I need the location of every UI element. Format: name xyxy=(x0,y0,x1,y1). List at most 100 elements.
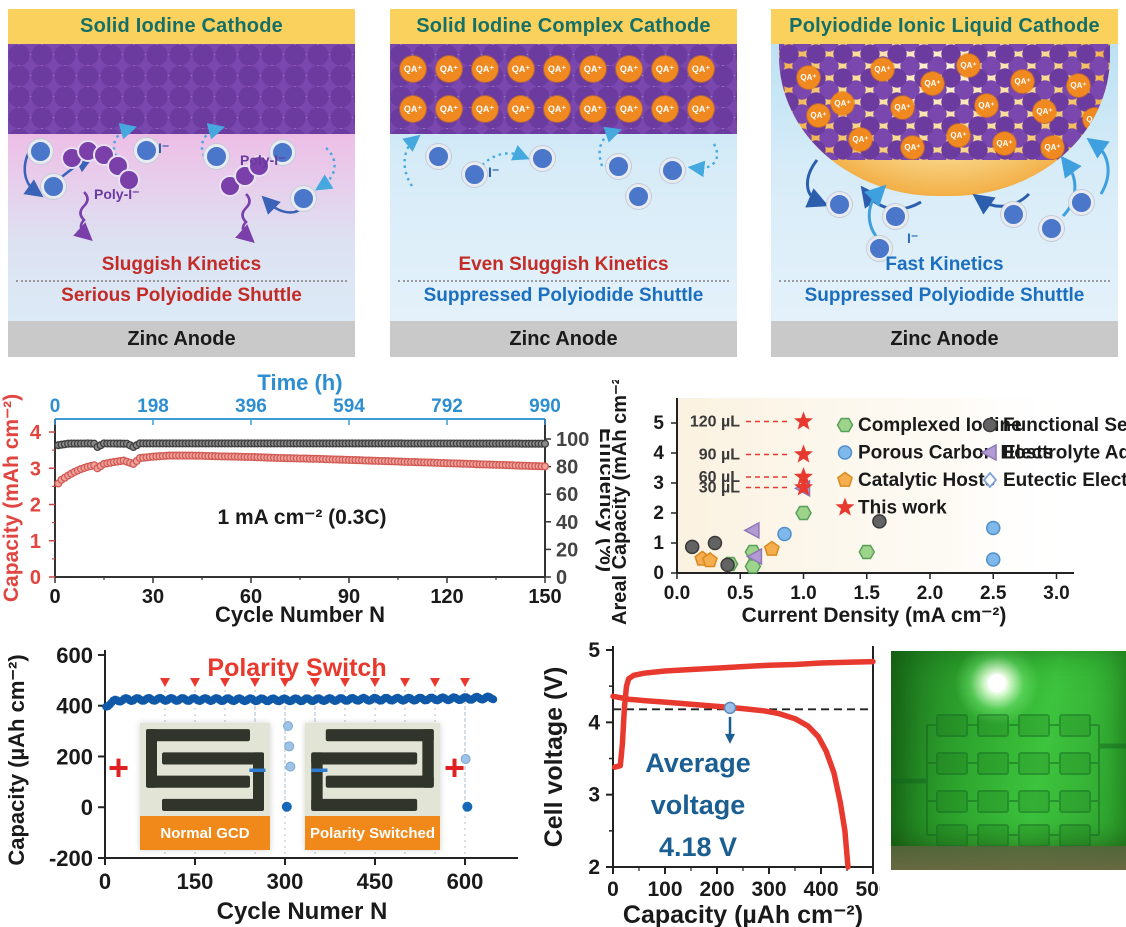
zinc-anode-band: Zinc Anode xyxy=(8,321,355,357)
iodide-ion xyxy=(626,184,651,209)
arrows-overlay xyxy=(805,137,1110,241)
panel-title-text: Solid Iodine Complex Cathode xyxy=(416,15,711,37)
svg-text:4: 4 xyxy=(588,711,600,734)
areal-capacity-comparison-chart: 0.0 0.5 1.0 1.5 2.0 2.5 3.0 0 1 2 3 4 5 Current Densi… xyxy=(612,380,1126,628)
svg-text:Capacity (µAh cm⁻²): Capacity (µAh cm⁻²) xyxy=(4,654,29,865)
photo-bottom-strip xyxy=(891,846,1126,870)
iodide-ion xyxy=(660,158,685,183)
iodide-ion xyxy=(426,144,451,169)
qa-ion: QA⁺ xyxy=(831,92,854,115)
iodide-ion xyxy=(28,139,53,164)
iodide-ion xyxy=(204,144,229,169)
qa-ion: QA⁺ xyxy=(652,56,678,82)
panel-polyiodide-ionic-liquid-cathode: Polyiodide Ionic Liquid Cathode QA⁺ QA⁺ QA… xyxy=(771,9,1118,357)
panel-title: Polyiodide Ionic Liquid Cathode xyxy=(771,9,1118,44)
qa-ion: QA⁺ xyxy=(947,124,970,147)
curve-discharge xyxy=(610,693,851,870)
svg-text:Complexed Iodine: Complexed Iodine xyxy=(858,415,1022,436)
qa-ion: QA⁺ xyxy=(472,96,498,122)
iodide-ion xyxy=(827,192,852,217)
svg-text:150: 150 xyxy=(528,586,561,608)
polarity-minus-sign: − xyxy=(310,752,329,788)
divider xyxy=(398,280,729,282)
svg-text:Time (h): Time (h) xyxy=(257,372,342,395)
svg-text:0: 0 xyxy=(653,563,664,584)
svg-text:1.5: 1.5 xyxy=(854,583,881,604)
polyiodide-label: Poly-I⁻ xyxy=(240,152,286,168)
iodide-ion xyxy=(1069,190,1094,215)
series-porous-carbon-hosts xyxy=(777,520,1001,567)
qa-ion: QA⁺ xyxy=(993,132,1016,155)
panel-illustration: I⁻ Poly-I⁻ Poly-I⁻ Sluggish Kinetics Ser… xyxy=(8,44,355,321)
qa-ion: QA⁺ xyxy=(975,94,998,117)
qa-ion: QA⁺ xyxy=(688,56,714,82)
svg-text:60: 60 xyxy=(240,586,262,608)
normal-gcd-inset: Normal GCD xyxy=(140,723,270,850)
kinetics-caption: Even Sluggish Kinetics xyxy=(458,254,669,275)
led-demo-photo xyxy=(891,651,1126,870)
panel-solid-iodine-complex-cathode: Solid Iodine Complex Cathode QA⁺ QA⁺ QA⁺ QA… xyxy=(390,9,737,357)
qa-ion: QA⁺ xyxy=(580,96,606,122)
qa-ion: QA⁺ xyxy=(1011,70,1034,93)
arrows-overlay xyxy=(23,123,336,244)
svg-text:Electrolyte Additiv: Electrolyte Additiv xyxy=(1003,443,1126,464)
panel-illustration: QA⁺ QA⁺ QA⁺ QA⁺ QA⁺ QA⁺ QA⁺ QA⁺ QA⁺ QA⁺ QA⁺ QA⁺ QA⁺ Q… xyxy=(771,44,1118,321)
interdigitated-electrode-icon xyxy=(305,723,440,816)
qa-ion: QA⁺ xyxy=(508,56,534,82)
qa-ion: QA⁺ xyxy=(807,104,830,127)
svg-text:0: 0 xyxy=(607,878,619,901)
qa-ion: QA⁺ xyxy=(849,128,872,151)
svg-text:30: 30 xyxy=(142,586,164,608)
svg-text:990: 990 xyxy=(529,396,561,417)
svg-text:20: 20 xyxy=(556,539,578,561)
svg-text:Polarity Switch: Polarity Switch xyxy=(207,654,386,682)
qa-ion: QA⁺ xyxy=(871,58,894,81)
iodide-label: I⁻ xyxy=(488,164,500,180)
qa-ion: QA⁺ xyxy=(957,54,980,77)
shuttle-caption: Suppressed Polyiodide Shuttle xyxy=(804,285,1085,306)
qa-ion: QA⁺ xyxy=(616,96,642,122)
polarity-switched-inset: Polarity Switched xyxy=(305,723,440,850)
divider xyxy=(779,280,1110,282)
svg-text:600: 600 xyxy=(447,869,484,894)
qa-ion: QA⁺ xyxy=(797,66,820,89)
inset-banner: Normal GCD xyxy=(140,816,270,850)
down-arrow-icon xyxy=(725,733,735,744)
svg-text:Efficiency (%): Efficiency (%) xyxy=(595,428,610,572)
svg-text:150: 150 xyxy=(177,869,214,894)
svg-text:3: 3 xyxy=(653,473,664,494)
svg-text:80: 80 xyxy=(556,457,578,479)
iodide-ion xyxy=(1039,216,1064,241)
qa-ion: QA⁺ xyxy=(1083,108,1106,131)
panel-title-text: Polyiodide Ionic Liquid Cathode xyxy=(789,15,1100,37)
qa-ion: QA⁺ xyxy=(508,96,534,122)
svg-text:200: 200 xyxy=(56,744,93,769)
svg-text:1.0: 1.0 xyxy=(790,583,816,604)
svg-text:Areal Capacity (mAh cm⁻²): Areal Capacity (mAh cm⁻²) xyxy=(612,380,631,625)
polarity-plus-sign: + xyxy=(444,747,466,788)
svg-text:2.5: 2.5 xyxy=(980,583,1007,604)
panel-illustration: QA⁺ QA⁺ QA⁺ QA⁺ QA⁺ QA⁺ QA⁺ QA⁺ QA⁺ QA⁺ QA⁺ QA⁺ QA⁺ Q… xyxy=(390,44,737,321)
svg-text:0: 0 xyxy=(99,869,111,894)
avg-voltage-marker xyxy=(723,701,737,715)
svg-text:5: 5 xyxy=(588,639,600,662)
iodine-lattice xyxy=(8,44,355,134)
qa-ion: QA⁺ xyxy=(616,56,642,82)
iodide-ion xyxy=(1001,202,1026,227)
svg-text:Average: Average xyxy=(645,748,751,778)
dashed-arrow-icon xyxy=(402,126,719,187)
qa-ion: QA⁺ xyxy=(580,56,606,82)
svg-text:120 µL: 120 µL xyxy=(690,414,740,431)
qa-ion: QA⁺ xyxy=(400,96,426,122)
svg-text:0: 0 xyxy=(49,586,60,608)
iodide-ion xyxy=(606,154,631,179)
svg-text:100: 100 xyxy=(556,429,589,451)
svg-text:400: 400 xyxy=(56,694,93,719)
svg-text:This work: This work xyxy=(858,498,947,519)
areal-chart-svg: 0.0 0.5 1.0 1.5 2.0 2.5 3.0 0 1 2 3 4 5 Current Densi… xyxy=(612,380,1126,627)
svg-text:120: 120 xyxy=(430,586,463,608)
svg-text:1 mA cm⁻² (0.3C): 1 mA cm⁻² (0.3C) xyxy=(217,506,386,529)
svg-text:198: 198 xyxy=(137,396,169,417)
